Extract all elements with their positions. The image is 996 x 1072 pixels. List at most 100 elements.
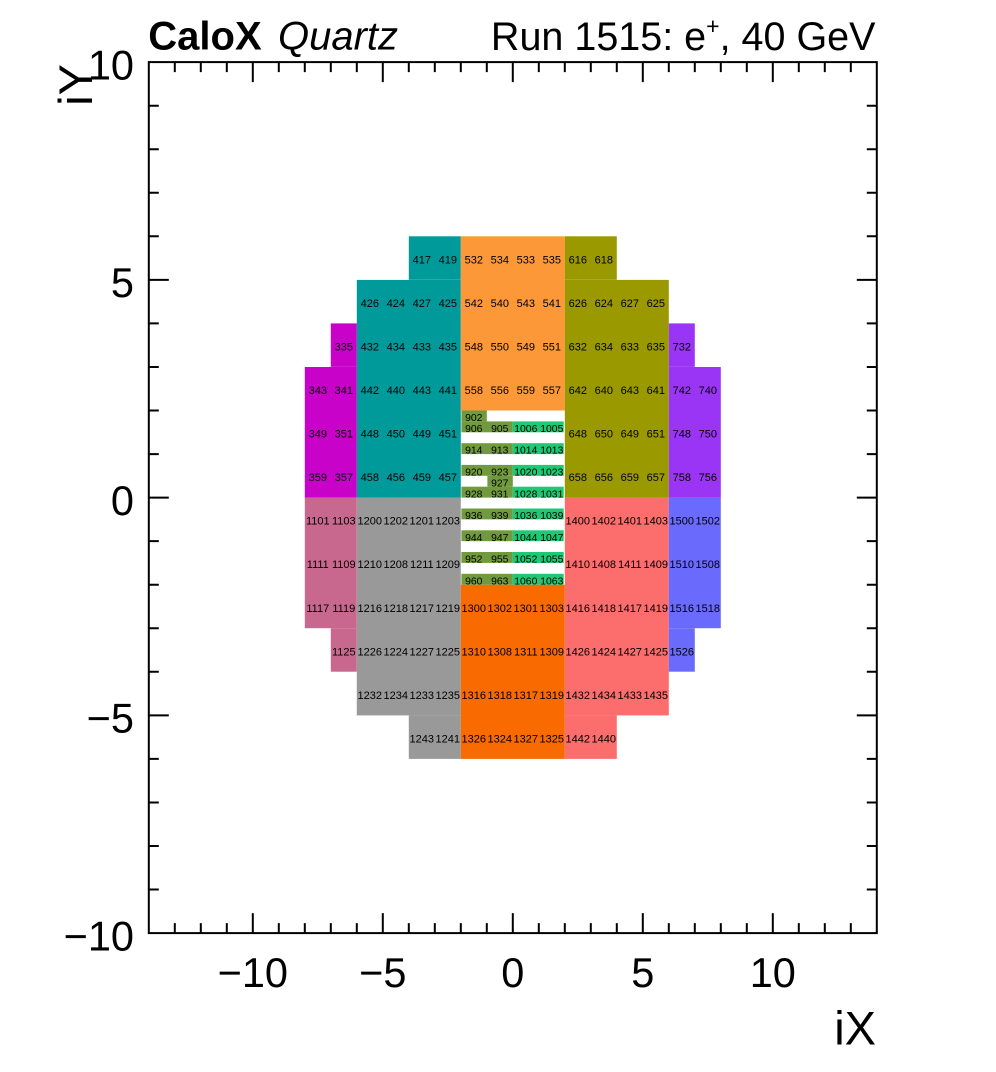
svg-text:451: 451 <box>439 429 457 441</box>
svg-text:627: 627 <box>621 298 639 310</box>
svg-text:902: 902 <box>465 413 483 424</box>
svg-text:448: 448 <box>361 429 379 441</box>
svg-text:424: 424 <box>387 298 405 310</box>
svg-text:1410: 1410 <box>566 559 590 571</box>
svg-text:335: 335 <box>335 342 353 354</box>
svg-text:1427: 1427 <box>618 646 642 658</box>
svg-text:341: 341 <box>335 385 353 397</box>
svg-text:626: 626 <box>569 298 587 310</box>
svg-text:750: 750 <box>699 429 717 441</box>
svg-text:1316: 1316 <box>462 690 486 702</box>
svg-text:1203: 1203 <box>436 516 460 528</box>
svg-text:1036: 1036 <box>514 511 537 522</box>
svg-text:1424: 1424 <box>592 646 616 658</box>
svg-text:351: 351 <box>335 429 353 441</box>
svg-text:1508: 1508 <box>696 559 720 571</box>
svg-text:1300: 1300 <box>462 603 486 615</box>
svg-text:1409: 1409 <box>644 559 668 571</box>
svg-text:1047: 1047 <box>540 533 563 544</box>
svg-text:5: 5 <box>111 259 134 306</box>
svg-text:1500: 1500 <box>670 516 694 528</box>
svg-text:1063: 1063 <box>540 576 563 587</box>
svg-text:1417: 1417 <box>618 603 642 615</box>
svg-text:551: 551 <box>543 342 561 354</box>
svg-text:748: 748 <box>673 429 691 441</box>
svg-text:440: 440 <box>387 385 405 397</box>
svg-text:1403: 1403 <box>644 516 668 528</box>
svg-text:1400: 1400 <box>566 516 590 528</box>
svg-text:1211: 1211 <box>410 559 434 571</box>
svg-text:1103: 1103 <box>332 516 356 528</box>
svg-text:−5: −5 <box>87 695 134 742</box>
svg-text:960: 960 <box>465 576 483 587</box>
svg-text:535: 535 <box>543 254 561 266</box>
svg-text:905: 905 <box>491 424 509 435</box>
svg-text:457: 457 <box>439 472 457 484</box>
svg-text:936: 936 <box>465 511 483 522</box>
svg-text:1435: 1435 <box>644 690 668 702</box>
svg-text:906: 906 <box>465 424 483 435</box>
svg-text:1442: 1442 <box>566 733 590 745</box>
svg-text:1416: 1416 <box>566 603 590 615</box>
svg-text:616: 616 <box>569 254 587 266</box>
svg-text:1426: 1426 <box>566 646 590 658</box>
svg-text:1210: 1210 <box>358 559 382 571</box>
svg-text:426: 426 <box>361 298 379 310</box>
svg-text:417: 417 <box>413 254 431 266</box>
svg-text:540: 540 <box>491 298 509 310</box>
svg-text:533: 533 <box>517 254 535 266</box>
svg-text:532: 532 <box>465 254 483 266</box>
svg-text:1014: 1014 <box>514 446 537 457</box>
svg-text:1318: 1318 <box>488 690 512 702</box>
svg-text:1013: 1013 <box>540 446 563 457</box>
svg-text:1031: 1031 <box>540 489 563 500</box>
svg-text:1044: 1044 <box>514 533 537 544</box>
svg-text:1200: 1200 <box>358 516 382 528</box>
svg-text:758: 758 <box>673 472 691 484</box>
svg-text:1502: 1502 <box>696 516 720 528</box>
svg-text:458: 458 <box>361 472 379 484</box>
svg-text:1119: 1119 <box>332 603 355 615</box>
svg-text:1518: 1518 <box>696 603 720 615</box>
svg-text:541: 541 <box>543 298 561 310</box>
svg-text:10: 10 <box>88 41 134 88</box>
svg-text:343: 343 <box>309 385 327 397</box>
svg-text:1303: 1303 <box>540 603 564 615</box>
svg-text:1219: 1219 <box>436 603 460 615</box>
svg-text:931: 931 <box>491 489 509 500</box>
svg-text:643: 643 <box>621 385 639 397</box>
svg-text:1319: 1319 <box>540 690 564 702</box>
svg-text:1326: 1326 <box>462 733 486 745</box>
svg-text:1216: 1216 <box>358 603 382 615</box>
svg-text:−5: −5 <box>359 949 406 996</box>
svg-text:1302: 1302 <box>488 603 512 615</box>
svg-text:649: 649 <box>621 429 639 441</box>
svg-text:1526: 1526 <box>670 646 694 658</box>
svg-text:1408: 1408 <box>592 559 616 571</box>
svg-text:657: 657 <box>647 472 665 484</box>
svg-text:iX: iX <box>834 1002 876 1055</box>
svg-text:1308: 1308 <box>488 646 512 658</box>
svg-text:Quartz: Quartz <box>278 15 398 59</box>
svg-text:1225: 1225 <box>436 646 460 658</box>
svg-text:449: 449 <box>413 429 431 441</box>
svg-text:756: 756 <box>699 472 717 484</box>
svg-text:349: 349 <box>309 429 327 441</box>
svg-text:1201: 1201 <box>410 516 434 528</box>
svg-text:1510: 1510 <box>670 559 694 571</box>
svg-text:456: 456 <box>387 472 405 484</box>
svg-text:1418: 1418 <box>592 603 616 615</box>
svg-text:425: 425 <box>439 298 457 310</box>
svg-text:1325: 1325 <box>540 733 564 745</box>
svg-text:1317: 1317 <box>514 690 538 702</box>
svg-text:955: 955 <box>491 555 509 566</box>
svg-text:1243: 1243 <box>410 733 434 745</box>
svg-text:−10: −10 <box>218 949 288 996</box>
svg-text:642: 642 <box>569 385 587 397</box>
svg-text:1224: 1224 <box>384 646 408 658</box>
svg-text:iY: iY <box>49 64 102 106</box>
svg-text:928: 928 <box>465 489 483 500</box>
svg-text:659: 659 <box>621 472 639 484</box>
svg-text:1432: 1432 <box>566 690 590 702</box>
svg-text:1411: 1411 <box>618 559 642 571</box>
